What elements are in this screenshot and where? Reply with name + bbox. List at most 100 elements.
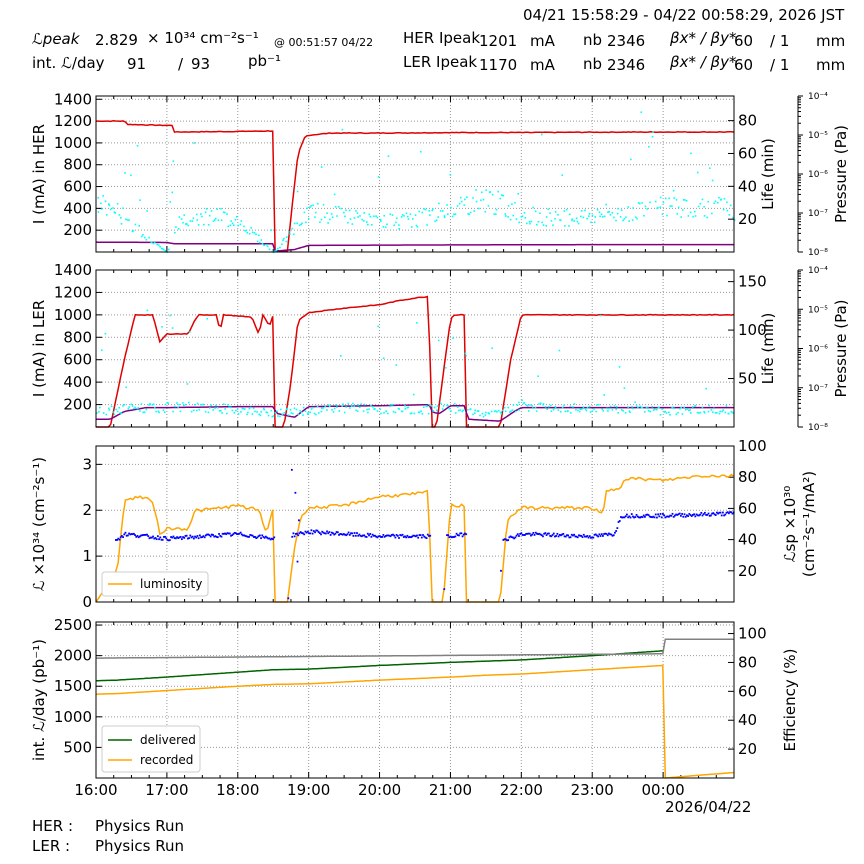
lsp-point-421: [615, 530, 618, 532]
pressure-point-1-203: [404, 408, 407, 410]
pressure-point-1-120: [279, 415, 281, 418]
pressure-point-1-334: [603, 394, 606, 396]
pressure-point-1-59: [186, 383, 189, 385]
pressure-point-0-163: [344, 215, 346, 218]
pressure-point-1-64: [193, 403, 196, 406]
lsp-point-151: [291, 535, 294, 538]
lsp-point-494: [702, 513, 705, 516]
pressure-point-1-85: [226, 412, 228, 415]
lsp-point-476: [681, 513, 684, 515]
lsp-point-73: [197, 537, 200, 540]
pressure-point-1-67: [198, 408, 201, 411]
lsp-point-294: [462, 533, 465, 536]
pressure-point-0-197: [396, 217, 398, 220]
pressure-point-1-410: [719, 410, 721, 413]
pressure-point-1-169: [353, 405, 356, 408]
pressure-point-0-53: [177, 227, 180, 230]
y2tick-label-0-3: 80: [738, 112, 757, 130]
lsp-point-426: [621, 516, 624, 519]
pressure-point-0-347: [623, 218, 626, 220]
lsp-point-251: [411, 535, 414, 538]
pressure-point-0-282: [524, 217, 527, 219]
lsp-point-451: [651, 516, 654, 519]
pressure-point-0-401: [706, 216, 708, 219]
ytick-label-0-0: 200: [63, 221, 92, 239]
lsp-point-458: [659, 513, 662, 515]
pressure-point-0-277: [517, 192, 519, 195]
lsp-point-378: [563, 535, 566, 538]
pressure-point-1-287: [531, 407, 534, 409]
lsp-point-358: [539, 533, 542, 536]
pressure-point-1-338: [609, 405, 612, 408]
pressure-point-1-291: [538, 403, 540, 405]
pressure-point-1-413: [724, 411, 727, 414]
pressure-point-0-0: [97, 196, 99, 199]
pressure-point-0-2: [100, 202, 102, 205]
ler-ipeak-unit: mA: [530, 56, 555, 74]
lsp-point-196: [345, 534, 348, 537]
lsp-point-217: [370, 535, 373, 538]
lsp-point-188: [335, 531, 338, 533]
lsp-point-83: [209, 535, 212, 538]
pressure-point-0-73: [207, 223, 210, 226]
pressure-point-1-208: [412, 393, 415, 396]
lsp-point-491: [699, 513, 702, 516]
pressure-tick-label-0-2: 10⁻⁶: [808, 170, 828, 180]
pressure-point-1-290: [537, 375, 539, 378]
pressure-point-1-295: [544, 406, 547, 408]
lsp-point-46: [165, 537, 168, 540]
pressure-point-1-103: [252, 407, 255, 410]
pressure-point-1-308: [564, 410, 567, 413]
lsp-point-467: [670, 514, 673, 517]
lsp-point-229: [384, 535, 387, 537]
pressure-point-0-22: [130, 174, 132, 177]
ytick-label-1-6: 1400: [54, 261, 92, 279]
pressure-point-0-300: [552, 224, 554, 226]
pressure-point-0-11: [113, 211, 116, 214]
pressure-point-0-312: [571, 219, 573, 222]
pressure-point-1-235: [453, 402, 456, 405]
lsp-point-202: [352, 534, 355, 537]
pressure-point-1-82: [221, 412, 223, 414]
lsp-point-511: [723, 514, 726, 517]
pressure-point-1-171: [356, 410, 359, 412]
pressure-point-1-43: [162, 409, 165, 411]
pressure-point-1-94: [240, 411, 242, 413]
pressure-point-0-144: [314, 211, 317, 214]
lsp-point-11: [123, 533, 126, 536]
lsp-point-98: [227, 532, 230, 535]
pressure-point-0-65: [195, 213, 198, 216]
pressure-point-0-324: [588, 213, 591, 215]
pressure-point-0-404: [711, 212, 713, 215]
pressure-point-0-335: [605, 203, 607, 206]
lsp-point-454: [654, 513, 657, 516]
pressure-point-0-84: [224, 211, 226, 214]
lsp-point-226: [381, 536, 384, 538]
lsp-point-336: [513, 537, 516, 540]
pressure-point-0-67: [197, 224, 200, 226]
pressure-point-1-364: [649, 410, 652, 413]
pressure-point-0-62: [191, 220, 194, 222]
pressure-point-0-55: [180, 218, 183, 220]
pressure-point-1-133: [299, 410, 301, 412]
pressure-point-1-125: [286, 407, 289, 410]
pressure-point-0-205: [407, 218, 410, 221]
lsp-point-40: [158, 538, 160, 541]
pressure-point-0-213: [419, 150, 422, 153]
lsp-outlier-2: [298, 519, 300, 522]
lsp-point-7: [118, 538, 121, 541]
lsp-point-464: [666, 515, 669, 518]
lsp-point-185: [332, 532, 334, 535]
lsp-point-356: [537, 533, 540, 535]
pressure-point-0-386: [682, 199, 685, 201]
lsp-point-347: [526, 532, 529, 535]
lsp-point-443: [641, 516, 644, 519]
pressure-point-1-311: [569, 405, 572, 408]
y2label-1: Life (min): [759, 313, 777, 385]
pressure-point-1-313: [572, 406, 574, 408]
pressure-point-1-47: [167, 402, 170, 405]
pressure-point-1-202: [404, 405, 406, 407]
lsp-point-65: [188, 537, 190, 539]
pressure-point-0-176: [363, 212, 366, 214]
lsp-point-104: [234, 532, 237, 535]
